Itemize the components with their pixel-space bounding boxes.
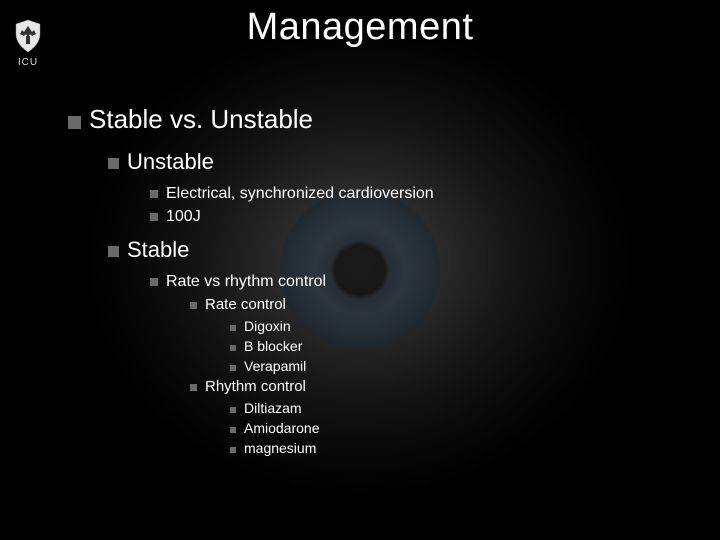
bullet-l4: Rhythm control — [190, 378, 688, 395]
square-bullet-icon — [230, 427, 236, 433]
bullet-text: Digoxin — [244, 318, 291, 334]
bullet-text: Stable vs. Unstable — [89, 104, 313, 134]
bullet-text: Rate control — [205, 296, 286, 313]
bullet-l5: Amiodarone — [230, 420, 688, 436]
bullet-l3: Electrical, synchronized cardioversion — [150, 185, 688, 203]
bullet-text: Rate vs rhythm control — [166, 273, 326, 290]
bullet-l3: 100J — [150, 208, 688, 226]
bullet-l5: Verapamil — [230, 358, 688, 374]
square-bullet-icon — [230, 447, 236, 453]
bullet-l2: Stable — [108, 237, 688, 263]
square-bullet-icon — [68, 116, 81, 129]
square-bullet-icon — [150, 213, 158, 221]
square-bullet-icon — [230, 345, 236, 351]
bullet-text: 100J — [166, 208, 201, 225]
bullet-l5: Diltiazam — [230, 400, 688, 416]
bullet-text: B blocker — [244, 338, 302, 354]
square-bullet-icon — [150, 278, 158, 286]
bullet-text: Diltiazam — [244, 400, 302, 416]
bullet-text: magnesium — [244, 440, 316, 456]
bullet-l1: Stable vs. Unstable — [68, 104, 688, 135]
logo-label: ICU — [10, 57, 46, 68]
square-bullet-icon — [150, 190, 158, 198]
bullet-l5: B blocker — [230, 338, 688, 354]
square-bullet-icon — [108, 246, 119, 257]
slide: Management Stable vs. Unstable Unstable … — [0, 0, 720, 540]
bullet-text: Stable — [127, 237, 189, 262]
logo-badge: ICU — [10, 18, 46, 66]
square-bullet-icon — [108, 158, 119, 169]
square-bullet-icon — [190, 384, 197, 391]
square-bullet-icon — [230, 325, 236, 331]
shield-eagle-icon — [10, 18, 46, 54]
bullet-text: Unstable — [127, 149, 214, 174]
bullet-text: Rhythm control — [205, 378, 306, 395]
bullet-text: Amiodarone — [244, 420, 320, 436]
bullet-text: Verapamil — [244, 358, 306, 374]
bullet-text: Electrical, synchronized cardioversion — [166, 185, 434, 202]
bullet-l4: Rate control — [190, 296, 688, 313]
bullet-l3: Rate vs rhythm control — [150, 273, 688, 291]
bullet-l5: magnesium — [230, 440, 688, 456]
square-bullet-icon — [230, 407, 236, 413]
square-bullet-icon — [190, 302, 197, 309]
slide-title: Management — [0, 0, 720, 49]
bullet-l5: Digoxin — [230, 318, 688, 334]
slide-content: Stable vs. Unstable Unstable Electrical,… — [68, 104, 688, 460]
square-bullet-icon — [230, 365, 236, 371]
bullet-l2: Unstable — [108, 149, 688, 175]
